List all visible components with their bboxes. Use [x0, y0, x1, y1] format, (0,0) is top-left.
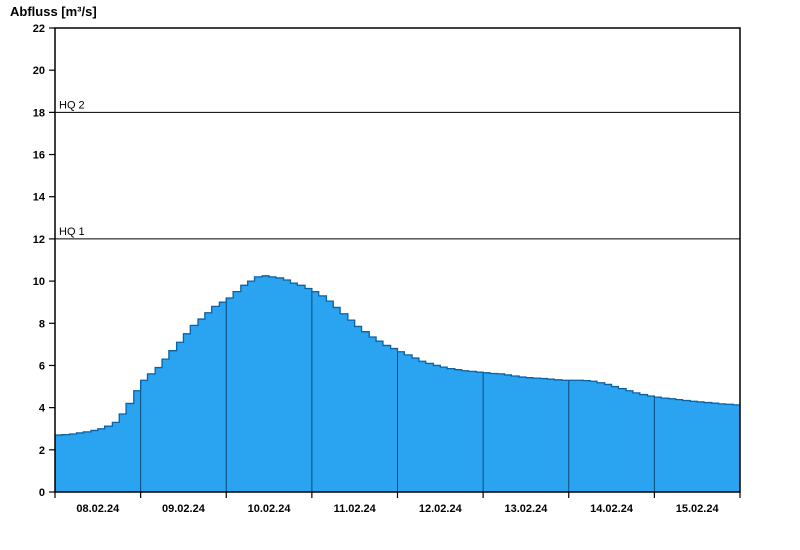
area-series-line	[55, 275, 741, 436]
y-tick-label: 2	[39, 445, 45, 457]
y-tick-label: 4	[39, 403, 46, 415]
y-tick-label: 22	[33, 23, 45, 35]
y-tick-label: 14	[33, 192, 46, 204]
y-tick-label: 6	[39, 360, 45, 372]
y-tick-label: 16	[33, 150, 45, 162]
x-tick-label: 13.02.24	[505, 503, 549, 515]
x-tick-label: 10.02.24	[248, 503, 292, 515]
x-tick-label: 14.02.24	[590, 503, 634, 515]
x-tick-label: 12.02.24	[419, 503, 463, 515]
y-tick-label: 0	[39, 487, 45, 499]
hq-label-1: HQ 2	[59, 99, 85, 111]
chart-title: Abfluss [m³/s]	[10, 4, 97, 19]
x-tick-label: 08.02.24	[76, 503, 120, 515]
hq-label-2: HQ 1	[59, 226, 85, 238]
y-tick-label: 20	[33, 65, 45, 77]
x-tick-label: 09.02.24	[162, 503, 206, 515]
y-tick-label: 12	[33, 234, 45, 246]
y-tick-label: 18	[33, 107, 45, 119]
x-tick-label: 11.02.24	[334, 503, 377, 515]
y-tick-label: 8	[39, 318, 45, 330]
x-tick-label: 15.02.24	[676, 503, 720, 515]
y-tick-label: 10	[33, 276, 45, 288]
